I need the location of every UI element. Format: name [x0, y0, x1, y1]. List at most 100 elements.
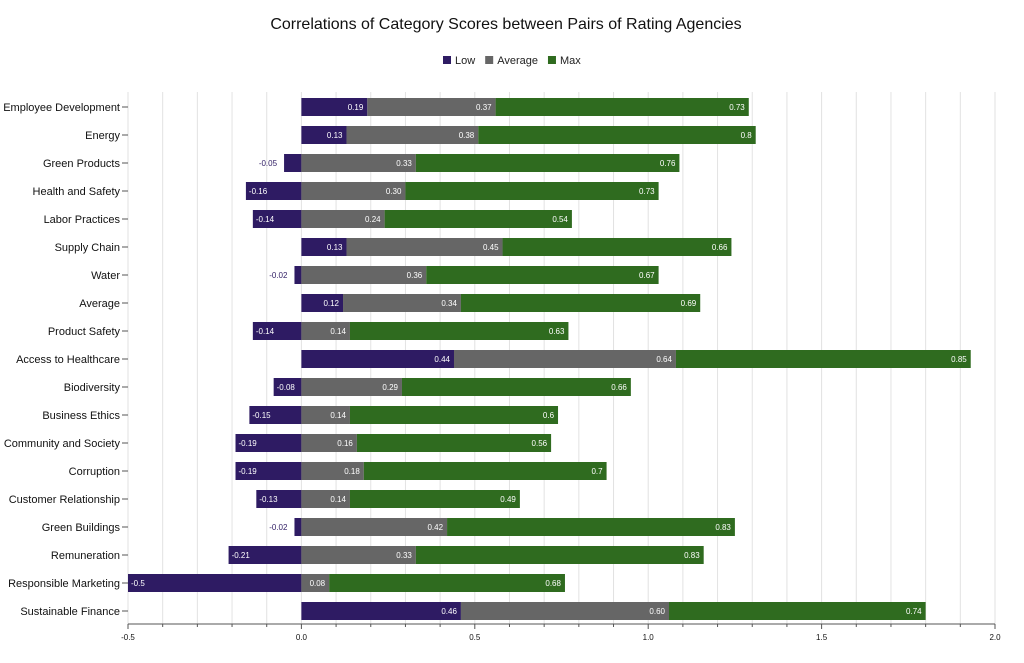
- bar-low: [128, 574, 302, 592]
- data-label-average: 0.36: [407, 271, 423, 280]
- bar-max: [356, 434, 552, 452]
- category-axis: Employee Development Energy Green Products…: [3, 102, 128, 618]
- data-label-low: -0.21: [232, 551, 251, 560]
- bar-max: [349, 406, 559, 424]
- legend-swatch: [485, 56, 494, 64]
- bar-average: [301, 490, 350, 508]
- data-label-max: 0.66: [712, 243, 728, 252]
- data-label-average: 0.18: [344, 467, 360, 476]
- data-label-max: 0.67: [639, 271, 655, 280]
- bar-average: [367, 98, 496, 116]
- data-label-max: 0.69: [681, 299, 697, 308]
- category-label: Health and Safety: [33, 186, 121, 198]
- category-label: Business Ethics: [42, 410, 120, 422]
- data-label-max: 0.74: [906, 607, 922, 616]
- data-label-average: 0.14: [330, 327, 346, 336]
- data-label-low: -0.02: [269, 523, 288, 532]
- category-label: Supply Chain: [55, 242, 120, 254]
- category-label: Labor Practices: [44, 214, 121, 226]
- category-label: Responsible Marketing: [8, 578, 120, 590]
- bar-average: [301, 266, 427, 284]
- bar-average: [301, 462, 364, 480]
- x-tick-label: 1.5: [816, 633, 828, 642]
- bar-average: [301, 154, 416, 172]
- data-label-max: 0.76: [660, 159, 676, 168]
- bar-max: [675, 350, 971, 368]
- data-label-average: 0.37: [476, 103, 492, 112]
- legend: Low Average Max: [443, 55, 581, 67]
- data-label-max: 0.8: [741, 131, 753, 140]
- bar-low: [301, 126, 347, 144]
- bar-average: [301, 546, 416, 564]
- bar-low: [294, 518, 302, 536]
- bar-max: [495, 98, 749, 116]
- category-label: Biodiversity: [64, 382, 121, 394]
- bar-low: [252, 210, 302, 228]
- x-axis: -0.5 0.0 0.5 1.0 1.5 2.0: [121, 623, 1001, 642]
- data-label-low: -0.19: [239, 439, 258, 448]
- data-label-low: -0.14: [256, 327, 275, 336]
- x-tick-label: -0.5: [121, 633, 135, 642]
- data-label-low: 0.19: [348, 103, 364, 112]
- data-label-average: 0.14: [330, 411, 346, 420]
- bar-low: [301, 602, 461, 620]
- data-label-max: 0.85: [951, 355, 967, 364]
- data-label-max: 0.83: [715, 523, 731, 532]
- bar-max: [405, 182, 659, 200]
- bar-max: [502, 238, 732, 256]
- bar-low: [284, 154, 302, 172]
- bar-low: [294, 266, 302, 284]
- bar-average: [453, 350, 676, 368]
- data-label-max: 0.54: [552, 215, 568, 224]
- legend-label: Average: [497, 55, 538, 67]
- legend-label: Max: [560, 55, 581, 67]
- bar-average: [301, 210, 385, 228]
- chart-title: Correlations of Category Scores between …: [270, 16, 741, 33]
- legend-swatch: [443, 56, 451, 64]
- bar-max: [669, 602, 926, 620]
- bar-average: [301, 406, 350, 424]
- bar-low: [235, 434, 302, 452]
- bar-average: [301, 518, 448, 536]
- x-tick-label: 0.5: [469, 633, 481, 642]
- bar-low: [228, 546, 302, 564]
- bar-max: [478, 126, 756, 144]
- bar-average: [301, 378, 402, 396]
- data-label-average: 0.33: [396, 551, 412, 560]
- x-tick-label: 1.0: [643, 633, 655, 642]
- bar-max: [384, 210, 572, 228]
- bar-average: [301, 574, 330, 592]
- data-label-low: -0.5: [131, 579, 145, 588]
- data-label-average: 0.14: [330, 495, 346, 504]
- data-label-average: 0.34: [441, 299, 457, 308]
- bar-average: [346, 126, 479, 144]
- data-label-low: -0.02: [269, 271, 288, 280]
- bar-max: [401, 378, 631, 396]
- category-label: Access to Healthcare: [16, 354, 120, 366]
- data-label-low: 0.13: [327, 131, 343, 140]
- bar-average: [301, 182, 406, 200]
- category-label: Average: [79, 298, 120, 310]
- x-tick-label: 2.0: [989, 633, 1001, 642]
- data-label-low: 0.44: [434, 355, 450, 364]
- data-label-low: -0.08: [277, 383, 296, 392]
- data-label-average: 0.30: [386, 187, 402, 196]
- bar-max: [415, 154, 680, 172]
- bar-low: [252, 322, 302, 340]
- data-label-average: 0.33: [396, 159, 412, 168]
- category-label: Community and Society: [4, 438, 121, 450]
- data-label-max: 0.49: [500, 495, 516, 504]
- bar-low: [301, 350, 454, 368]
- data-label-low: 0.46: [441, 607, 457, 616]
- data-label-low: -0.05: [259, 159, 278, 168]
- bar-max: [329, 574, 565, 592]
- category-label: Green Products: [43, 158, 121, 170]
- category-label: Corruption: [69, 466, 120, 478]
- bar-low: [245, 182, 302, 200]
- data-label-max: 0.68: [545, 579, 561, 588]
- category-label: Green Buildings: [42, 522, 121, 534]
- data-label-max: 0.56: [532, 439, 548, 448]
- bar-average: [301, 434, 357, 452]
- bar-low: [301, 294, 344, 312]
